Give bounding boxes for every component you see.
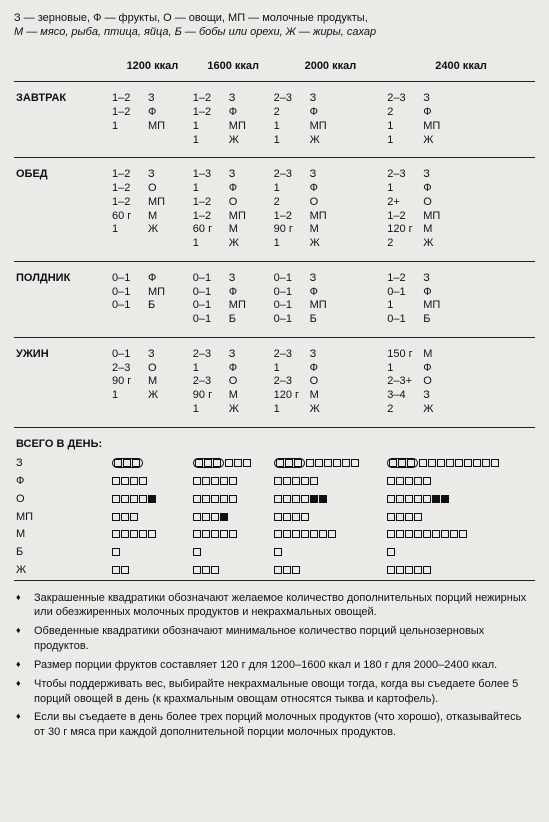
totals-cell xyxy=(112,473,193,491)
totals-row: Ж xyxy=(14,562,535,580)
totals-title-row: ВСЕГО В ДЕНЬ: xyxy=(14,427,535,455)
meal-name: УЖИН xyxy=(14,337,112,427)
meal-cell: 2–3З1Ф2–3О120 гМ1Ж xyxy=(274,337,388,427)
col-header: 1600 ккал xyxy=(193,54,274,82)
meal-row: ЗАВТРАК1–2З1–2Ф1МП1–2З1–2Ф1МП1Ж2–3З2Ф1МП… xyxy=(14,82,535,158)
legend-text-2: М — мясо, рыба, птица, яйца, Б — бобы ил… xyxy=(14,26,376,38)
col-header: 2400 ккал xyxy=(387,54,535,82)
totals-cell xyxy=(387,491,535,509)
meal-name: ОБЕД xyxy=(14,158,112,262)
meal-cell: 1–3З1Ф1–2О1–2МП60 гМ1Ж xyxy=(193,158,274,262)
meal-plan-table: 1200 ккал 1600 ккал 2000 ккал 2400 ккал … xyxy=(14,54,535,581)
totals-cell xyxy=(112,509,193,527)
totals-cell xyxy=(387,509,535,527)
totals-key: Ф xyxy=(14,473,112,491)
totals-cell xyxy=(193,562,274,580)
totals-cell xyxy=(274,562,388,580)
totals-key: З xyxy=(14,455,112,473)
totals-cell xyxy=(274,544,388,562)
meal-cell: 1–2З1–2Ф1МП xyxy=(112,82,193,158)
meal-cell: 150 гМ1Ф2–3+О3–4З2Ж xyxy=(387,337,535,427)
totals-key: Ж xyxy=(14,562,112,580)
totals-key: Б xyxy=(14,544,112,562)
meal-cell: 2–3З2Ф1МП1Ж xyxy=(274,82,388,158)
meal-cell: 1–2З1–2Ф1МП1Ж xyxy=(193,82,274,158)
totals-cell xyxy=(274,473,388,491)
meal-row: ОБЕД1–2З1–2О1–2МП60 гМ1Ж1–3З1Ф1–2О1–2МП6… xyxy=(14,158,535,262)
totals-cell xyxy=(193,544,274,562)
col-header: 1200 ккал xyxy=(112,54,193,82)
totals-cell xyxy=(274,455,388,473)
totals-row: Ф xyxy=(14,473,535,491)
totals-cell xyxy=(193,526,274,544)
totals-key: М xyxy=(14,526,112,544)
meal-cell: 0–1З2–3О90 гМ1Ж xyxy=(112,337,193,427)
totals-cell xyxy=(387,526,535,544)
header-row: 1200 ккал 1600 ккал 2000 ккал 2400 ккал xyxy=(14,54,535,82)
totals-cell xyxy=(193,473,274,491)
totals-row: М xyxy=(14,526,535,544)
totals-row: З xyxy=(14,455,535,473)
totals-cell xyxy=(387,455,535,473)
totals-cell xyxy=(112,526,193,544)
totals-row: МП xyxy=(14,509,535,527)
totals-cell xyxy=(274,491,388,509)
totals-title: ВСЕГО В ДЕНЬ: xyxy=(14,427,535,455)
meal-cell: 2–3З1Ф2–3О90 гМ1Ж xyxy=(193,337,274,427)
totals-cell xyxy=(112,491,193,509)
totals-cell xyxy=(112,544,193,562)
totals-cell xyxy=(193,455,274,473)
legend: З — зерновые, Ф — фрукты, О — овощи, МП … xyxy=(14,12,535,40)
totals-row: О xyxy=(14,491,535,509)
totals-key: МП xyxy=(14,509,112,527)
meal-cell: 2–3З1Ф2+О1–2МП120 гМ2Ж xyxy=(387,158,535,262)
meal-cell: 1–2З1–2О1–2МП60 гМ1Ж xyxy=(112,158,193,262)
meal-cell: 2–3З2Ф1МП1Ж xyxy=(387,82,535,158)
note-item: Обведенные квадратики обозначают минимал… xyxy=(28,624,535,658)
meal-cell: 2–3З1Ф2О1–2МП90 гМ1Ж xyxy=(274,158,388,262)
notes-list: Закрашенные квадратики обозначают желаем… xyxy=(14,591,535,745)
totals-cell xyxy=(193,509,274,527)
meal-row: ПОЛДНИК0–1Ф0–1МП0–1Б0–1З0–1Ф0–1МП0–1Б0–1… xyxy=(14,261,535,337)
totals-cell xyxy=(193,491,274,509)
totals-cell xyxy=(274,509,388,527)
meal-cell: 0–1З0–1Ф0–1МП0–1Б xyxy=(274,261,388,337)
totals-key: О xyxy=(14,491,112,509)
note-item: Если вы съедаете в день более трех порци… xyxy=(28,710,535,744)
totals-cell xyxy=(387,473,535,491)
note-item: Закрашенные квадратики обозначают желаем… xyxy=(28,591,535,625)
meal-cell: 1–2З0–1Ф1МП0–1Б xyxy=(387,261,535,337)
note-item: Чтобы поддерживать вес, выбирайте некрах… xyxy=(28,677,535,711)
col-header: 2000 ккал xyxy=(274,54,388,82)
totals-row: Б xyxy=(14,544,535,562)
meal-cell: 0–1З0–1Ф0–1МП0–1Б xyxy=(193,261,274,337)
totals-cell xyxy=(112,562,193,580)
totals-cell xyxy=(274,526,388,544)
meal-row: УЖИН0–1З2–3О90 гМ1Ж2–3З1Ф2–3О90 гМ1Ж2–3З… xyxy=(14,337,535,427)
meal-name: ПОЛДНИК xyxy=(14,261,112,337)
totals-cell xyxy=(387,562,535,580)
note-item: Размер порции фруктов составляет 120 г д… xyxy=(28,658,535,677)
totals-cell xyxy=(112,455,193,473)
legend-text-1: З — зерновые, Ф — фрукты, О — овощи, МП … xyxy=(14,12,368,24)
totals-cell xyxy=(387,544,535,562)
meal-name: ЗАВТРАК xyxy=(14,82,112,158)
meal-cell: 0–1Ф0–1МП0–1Б xyxy=(112,261,193,337)
